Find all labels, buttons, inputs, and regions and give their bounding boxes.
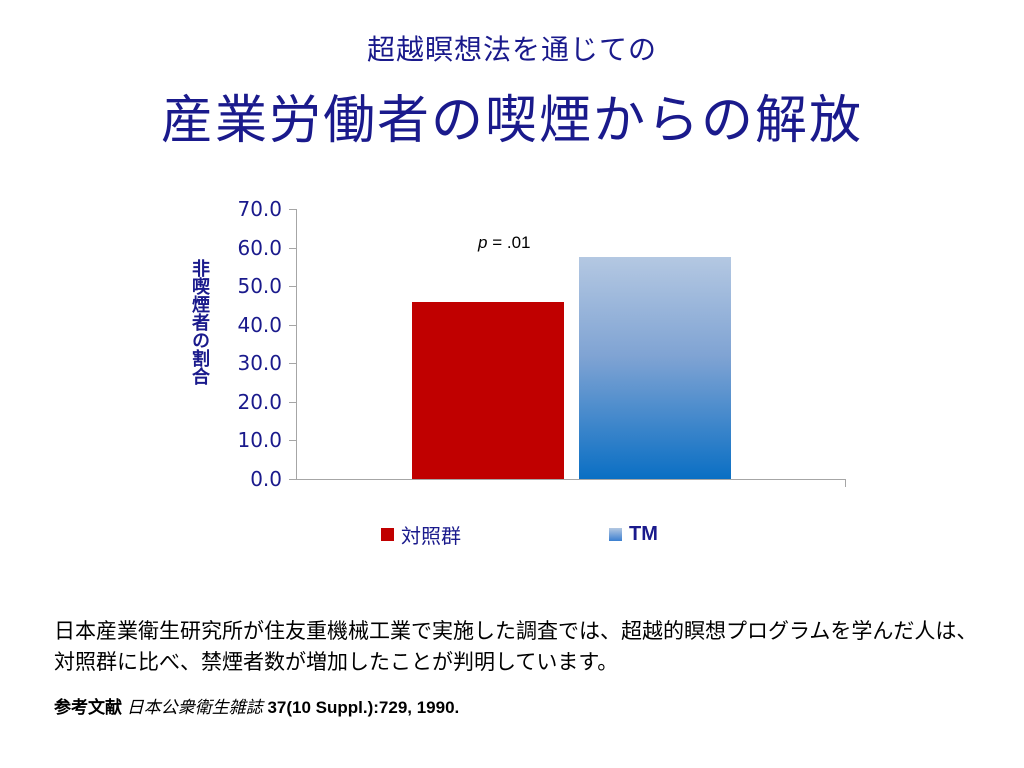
x-axis-line: [289, 479, 846, 480]
reference-citation: 参考文献 日本公衆衛生雑誌 37(10 Suppl.):729, 1990.: [54, 693, 459, 718]
y-tick-label: 60.0: [237, 236, 282, 260]
legend-swatch-red: [381, 527, 394, 541]
y-tick-label: 50.0: [237, 274, 282, 298]
y-tick-label: 30.0: [237, 351, 282, 375]
y-tick-mark: [289, 440, 296, 441]
y-tick-mark: [289, 325, 296, 326]
y-tick-mark: [289, 363, 296, 364]
y-tick-label: 20.0: [237, 390, 282, 414]
y-tick-mark: [289, 248, 296, 249]
y-tick-mark: [289, 209, 296, 210]
reference-journal: 日本公衆衛生雑誌: [126, 698, 263, 717]
y-tick-label: 10.0: [237, 428, 282, 452]
reference-details: 37(10 Suppl.):729, 1990.: [262, 698, 460, 717]
bar-tm-group: [579, 256, 731, 479]
y-tick-label: 70.0: [237, 197, 282, 221]
p-symbol: p: [478, 233, 488, 252]
slide-title: 産業労働者の喫煙からの解放: [160, 91, 863, 151]
legend-swatch-blue: [609, 527, 622, 541]
legend-item-tm: TM: [609, 519, 658, 549]
y-tick-mark: [289, 402, 296, 403]
y-tick-label: 40.0: [237, 313, 282, 337]
y-axis-line: [296, 209, 297, 480]
p-value-text: = .01: [487, 233, 531, 252]
x-axis-end-tick: [845, 479, 846, 487]
slide-subtitle: 超越瞑想法を通じての: [366, 33, 657, 66]
y-tick-mark: [289, 286, 296, 287]
y-tick-label: 0.0: [250, 467, 282, 491]
legend-label: TM: [629, 522, 658, 545]
p-value-annotation: p = .01: [478, 233, 530, 253]
legend-item-control: 対照群: [381, 519, 461, 549]
reference-label: 参考文献: [54, 698, 122, 717]
legend-label: 対照群: [401, 523, 461, 548]
bar-control-group: [412, 301, 564, 479]
description-text: 日本産業衛生研究所が住友重機械工業で実施した調査では、超越的瞑想プログラムを学ん…: [54, 619, 978, 674]
y-axis-label: 非喫煙者の割合: [189, 259, 210, 385]
